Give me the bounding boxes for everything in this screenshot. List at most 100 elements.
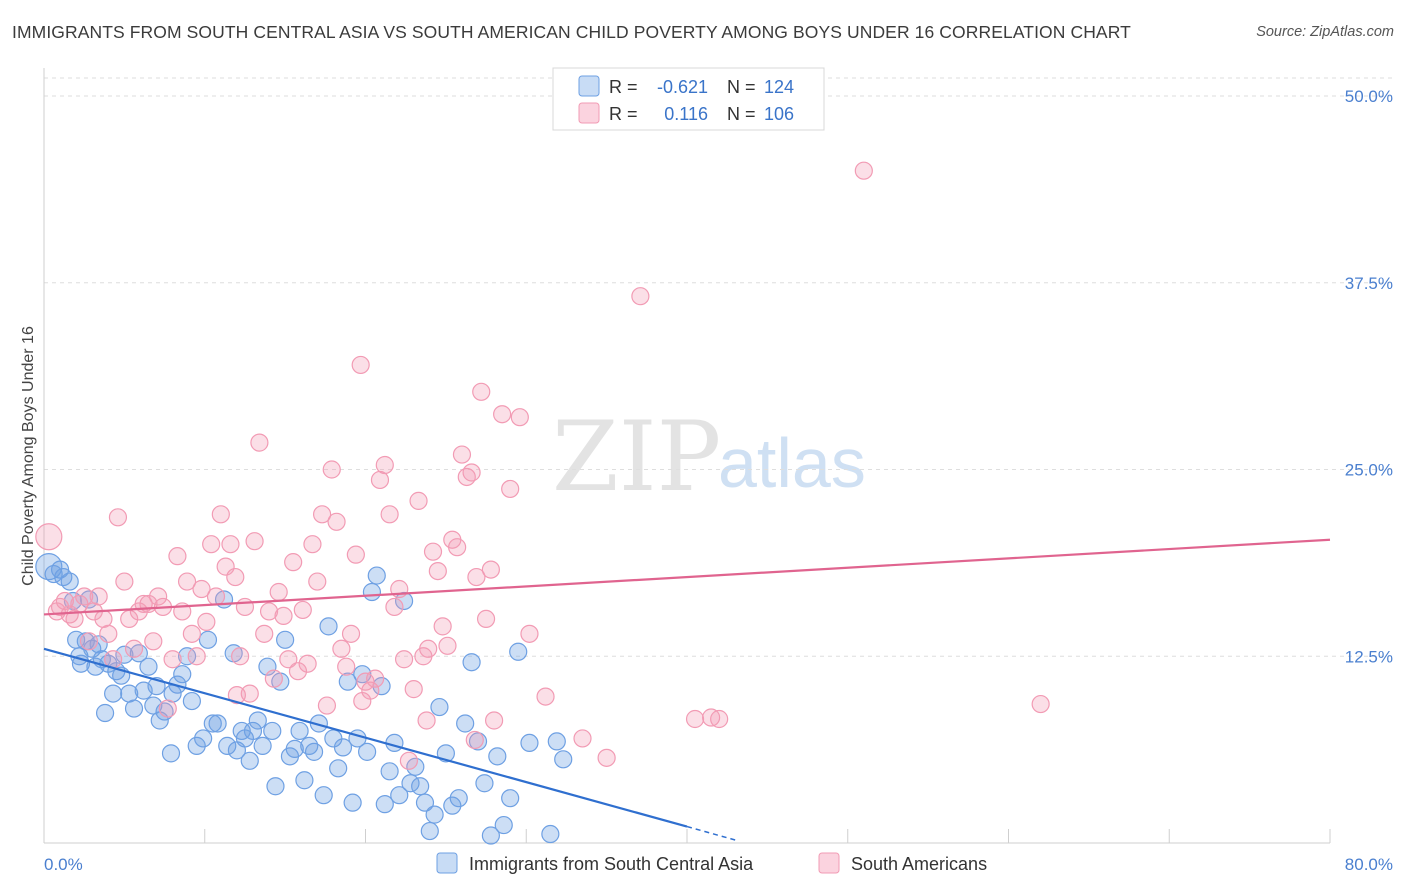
point-immigrants (541, 824, 560, 844)
point-immigrants (333, 738, 353, 757)
point-immigrants (554, 750, 573, 769)
y-tick-label: 12.5% (1345, 647, 1393, 666)
point-south-americans (288, 662, 308, 681)
grid (44, 77, 1392, 657)
point-immigrants (300, 736, 319, 755)
point-immigrants (390, 786, 409, 805)
point-immigrants (329, 759, 348, 778)
point-south-americans (366, 669, 385, 688)
x-tick-label-max: 80.0% (1345, 855, 1393, 874)
point-south-americans (399, 751, 419, 770)
point-immigrants (430, 697, 449, 717)
point-south-americans (115, 572, 134, 591)
point-south-americans (433, 617, 452, 636)
watermark-atlas: atlas (718, 424, 866, 502)
chart-title: IMMIGRANTS FROM SOUTH CENTRAL ASIA VS SO… (12, 22, 1131, 42)
point-south-americans (394, 650, 414, 669)
point-south-americans (485, 711, 504, 730)
point-south-americans (99, 624, 118, 643)
point-south-americans (493, 405, 512, 424)
point-south-americans (448, 538, 467, 557)
point-south-americans (168, 547, 187, 566)
series-immigrants-points (35, 553, 573, 845)
legend-box: R = -0.621 N = 124 R = 0.116 N = 106 (552, 67, 825, 131)
point-south-americans (375, 455, 394, 475)
point-south-americans (520, 624, 539, 643)
point-immigrants (173, 665, 192, 684)
point-south-americans (259, 602, 279, 621)
point-immigrants (243, 721, 263, 741)
point-immigrants (208, 714, 227, 733)
bottom-legend-label-blue: Immigrants from South Central Asia (469, 854, 754, 874)
point-south-americans (510, 408, 529, 427)
point-south-americans (481, 560, 500, 579)
legend-n-value-blue: 124 (764, 77, 794, 97)
y-tick-label: 37.5% (1345, 274, 1393, 293)
point-south-americans (269, 582, 288, 602)
point-south-americans (55, 591, 74, 611)
point-immigrants (60, 572, 79, 591)
y-tick-label: 50.0% (1345, 87, 1393, 106)
point-south-americans (631, 287, 650, 306)
chart-source: Source: ZipAtlas.com (1256, 24, 1394, 40)
point-south-americans (293, 600, 312, 620)
point-south-americans (337, 657, 356, 676)
point-south-americans (385, 597, 404, 617)
legend-n-value-pink: 106 (764, 104, 794, 124)
point-south-americans (536, 687, 555, 706)
point-immigrants (358, 742, 377, 761)
point-south-americans (221, 535, 240, 554)
point-south-americans (685, 709, 705, 729)
point-immigrants (411, 777, 430, 796)
point-immigrants (115, 645, 134, 664)
point-south-americans (211, 505, 230, 524)
point-south-americans (854, 161, 873, 180)
point-immigrants (304, 742, 324, 761)
watermark-zip: ZIP (552, 401, 721, 513)
point-immigrants (248, 711, 267, 730)
point-south-americans (438, 636, 457, 655)
point-south-americans (255, 624, 274, 643)
point-immigrants (338, 672, 357, 691)
point-south-americans (75, 587, 94, 606)
point-south-americans (158, 699, 177, 718)
legend-r-value-pink: 0.116 (664, 104, 708, 124)
point-immigrants (203, 714, 222, 733)
point-south-americans (346, 545, 365, 564)
point-immigrants (266, 777, 285, 796)
point-immigrants (367, 566, 386, 585)
point-south-americans (144, 632, 163, 651)
point-immigrants (509, 642, 528, 661)
point-immigrants (95, 703, 115, 723)
point-south-americans (710, 709, 729, 729)
y-axis-label: Child Poverty Among Boys Under 16 (20, 326, 37, 586)
point-south-americans (192, 579, 211, 599)
y-tick-label: 25.0% (1345, 461, 1393, 480)
point-south-americans (274, 606, 293, 626)
point-immigrants (488, 747, 507, 766)
legend-n-label-pink: N = (727, 104, 756, 124)
point-immigrants (449, 789, 468, 808)
point-south-americans (462, 463, 481, 482)
point-south-americans (250, 433, 269, 452)
point-immigrants (501, 789, 520, 808)
point-south-americans (501, 479, 520, 499)
bottom-legend-swatch-blue (436, 852, 458, 874)
x-tick-label-min: 0.0% (44, 855, 83, 874)
point-south-americans (182, 624, 201, 643)
point-immigrants (240, 751, 259, 770)
point-south-americans (472, 382, 491, 401)
point-south-americans (264, 669, 283, 688)
legend-swatch-pink (578, 102, 600, 124)
bottom-legend: Immigrants from South Central Asia South… (436, 852, 987, 874)
point-south-americans (279, 650, 298, 669)
point-immigrants (295, 771, 314, 790)
point-south-americans (322, 460, 341, 479)
point-immigrants (198, 630, 218, 649)
point-south-americans (197, 612, 216, 631)
point-immigrants (415, 793, 435, 812)
point-south-americans (308, 572, 327, 591)
point-south-americans (149, 587, 168, 606)
point-south-americans (317, 696, 337, 715)
